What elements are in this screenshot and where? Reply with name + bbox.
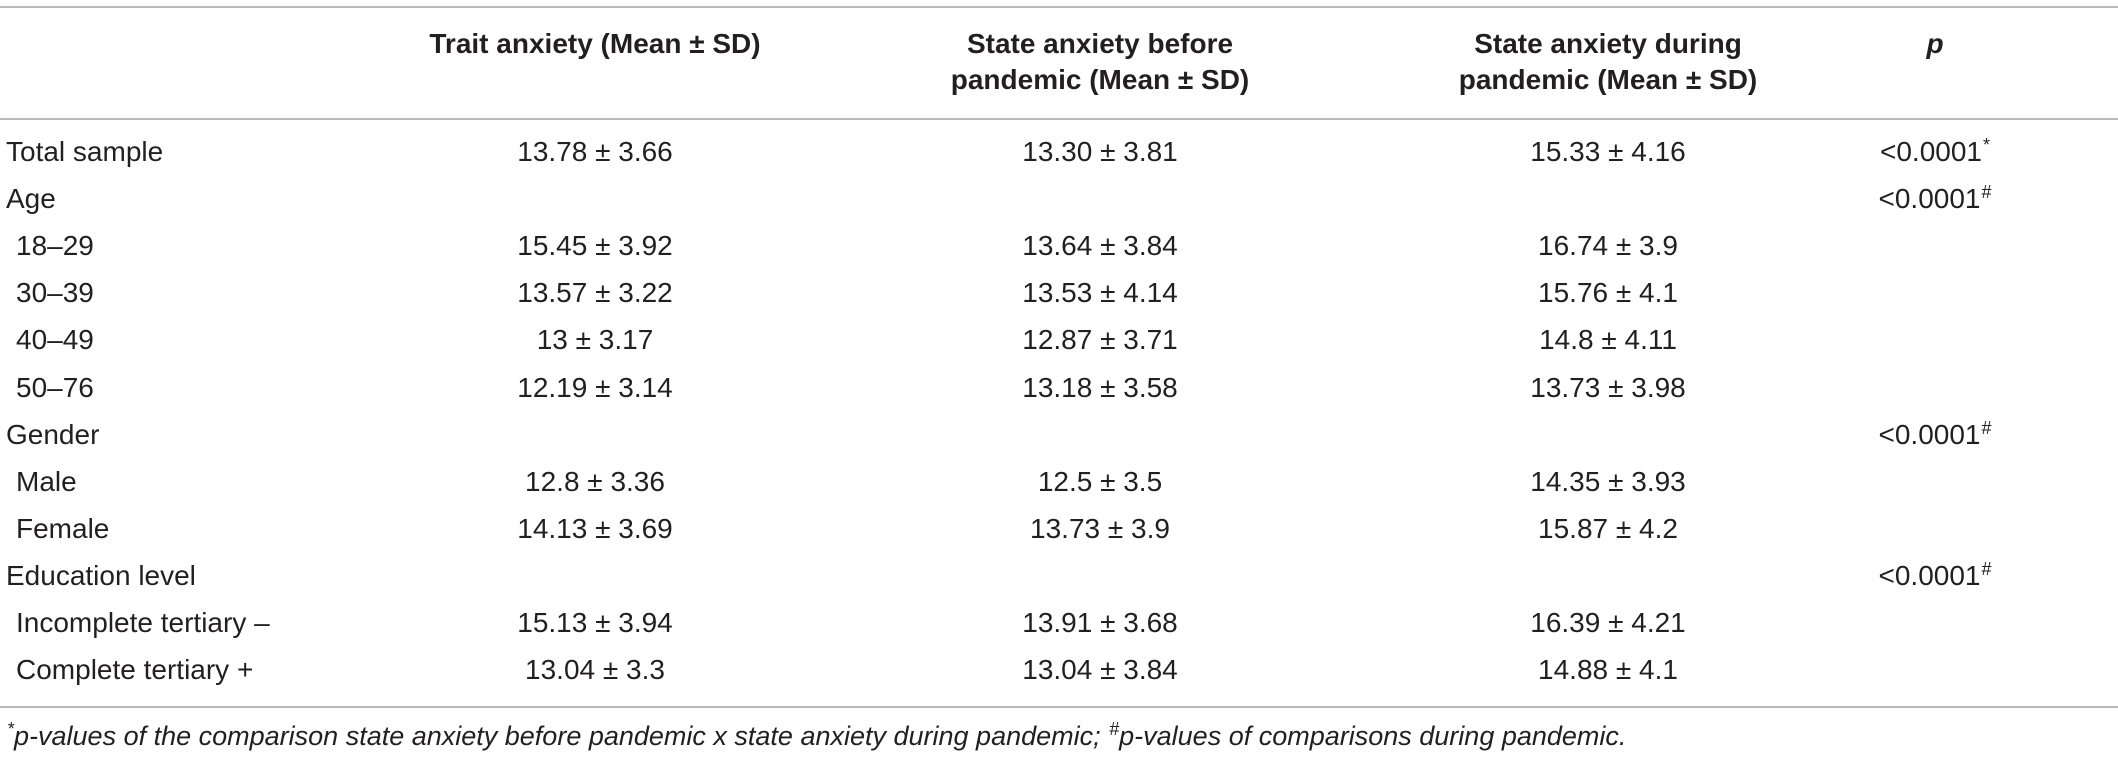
footnote-text-1: p-values of the comparison state anxiety… [14, 721, 1109, 751]
cell-trait-anxiety: 12.19 ± 3.14 [517, 371, 673, 403]
table-row: Complete tertiary + 13.04 ± 3.3 13.04 ± 3.… [0, 646, 2118, 693]
cell-state-during: 13.73 ± 3.98 [1530, 371, 1686, 403]
table-row: Incomplete tertiary – 15.13 ± 3.94 13.91 ±… [0, 599, 2118, 646]
header-before-line-2: pandemic (Mean ± SD) [950, 64, 1250, 95]
table-row: 40–49 13 ± 3.17 12.87 ± 3.71 14.8 ± 4.11 [0, 316, 2118, 363]
header-trait-line-1: Trait anxiety (Mean ± SD) [429, 28, 761, 59]
cell-state-during: 14.8 ± 4.11 [1539, 324, 1677, 356]
header-state-before: State anxiety before pandemic (Mean ± SD… [900, 26, 1300, 98]
header-rule [0, 118, 2118, 120]
cell-trait-anxiety: 13.78 ± 3.66 [517, 136, 673, 167]
cell-trait-anxiety: 15.13 ± 3.94 [517, 607, 673, 638]
row-label: Age [6, 183, 56, 215]
table-row: 30–39 13.57 ± 3.22 13.53 ± 4.14 15.76 ± 4.1 [0, 269, 2118, 316]
table-row: Female 14.13 ± 3.69 13.73 ± 3.9 15.87 ± 4.2 [0, 505, 2118, 552]
table-bottom-rule [0, 706, 2118, 708]
table-row: Gender <0.0001# [0, 411, 2118, 458]
row-label: Female [16, 512, 110, 544]
row-label: Complete tertiary + [16, 654, 254, 686]
header-before-line-1: State anxiety before [966, 28, 1234, 59]
cell-state-during: 14.35 ± 3.93 [1530, 465, 1686, 497]
cell-trait-anxiety: 14.13 ± 3.69 [517, 512, 673, 544]
p-value-mark: * [1982, 135, 1990, 155]
table-row: Age <0.0001# [0, 175, 2118, 222]
table-row: 50–76 12.19 ± 3.14 13.18 ± 3.58 13.73 ± 3.9… [0, 364, 2118, 411]
cell-p-value [1870, 222, 2000, 273]
cell-state-before: 13.04 ± 3.84 [1022, 654, 1178, 686]
cell-p-value [1870, 269, 2000, 320]
cell-state-before: 13.53 ± 4.14 [1022, 277, 1178, 309]
cell-state-before: 13.91 ± 3.68 [1022, 607, 1178, 638]
cell-trait-anxiety: 13 ± 3.17 [536, 324, 654, 356]
cell-p-value [1870, 646, 2000, 697]
cell-p-value [1870, 505, 2000, 556]
p-value-mark: # [1981, 558, 1992, 579]
cell-state-before: 13.30 ± 3.81 [1022, 136, 1178, 167]
cell-trait-anxiety: 13.04 ± 3.3 [525, 654, 665, 686]
cell-trait-anxiety: 13.57 ± 3.22 [517, 277, 673, 309]
footnote-mark-asterisk: * [7, 719, 15, 739]
row-label: Incomplete tertiary – [16, 607, 270, 638]
footnote-text-2: p-values of comparisons during pandemic. [1119, 721, 1627, 751]
cell-p-value: <0.0001# [1870, 552, 2000, 603]
cell-state-before: 12.5 ± 3.5 [1037, 465, 1163, 497]
cell-p-value: <0.0001# [1870, 175, 2000, 226]
cell-state-during: 16.39 ± 4.21 [1530, 607, 1686, 638]
table-footnote: *p-values of the comparison state anxiet… [6, 718, 1626, 757]
header-trait-anxiety: Trait anxiety (Mean ± SD) [395, 26, 795, 62]
table-row: Education level <0.0001# [0, 552, 2118, 599]
cell-p-value [1870, 599, 2000, 650]
cell-state-before: 13.18 ± 3.58 [1022, 371, 1178, 403]
cell-state-before: 13.64 ± 3.84 [1022, 230, 1178, 262]
table-row: Male 12.8 ± 3.36 12.5 ± 3.5 14.35 ± 3.93 [0, 458, 2118, 505]
cell-state-during: 14.88 ± 4.1 [1538, 654, 1678, 686]
cell-state-during: 15.33 ± 4.16 [1530, 136, 1686, 167]
p-value-text: <0.0001 [1879, 136, 1982, 167]
table-top-rule [0, 6, 2118, 8]
p-value-text: <0.0001 [1878, 418, 1981, 450]
row-label: Male [16, 465, 77, 497]
header-state-during: State anxiety during pandemic (Mean ± SD… [1408, 26, 1808, 98]
cell-trait-anxiety: 15.45 ± 3.92 [517, 230, 673, 262]
cell-p-value: <0.0001# [1870, 411, 2000, 462]
cell-state-before: 12.87 ± 3.71 [1022, 324, 1178, 356]
table-row: 18–29 15.45 ± 3.92 13.64 ± 3.84 16.74 ± 3.9 [0, 222, 2118, 269]
cell-state-during: 16.74 ± 3.9 [1538, 230, 1678, 262]
cell-p-value [1870, 316, 2000, 367]
p-value-text: <0.0001 [1878, 183, 1981, 215]
row-label: 18–29 [16, 230, 94, 262]
cell-trait-anxiety: 12.8 ± 3.36 [525, 465, 665, 497]
cell-p-value: <0.0001* [1870, 128, 2000, 179]
cell-p-value [1870, 458, 2000, 509]
header-during-line-1: State anxiety during [1474, 28, 1742, 59]
p-value-mark: # [1981, 182, 1992, 203]
p-value-text: <0.0001 [1878, 559, 1981, 591]
row-label: 40–49 [16, 324, 94, 356]
row-label: Gender [6, 418, 100, 450]
header-p-value: p [1885, 26, 1985, 62]
row-label: Total sample [6, 136, 164, 167]
table-row: Total sample 13.78 ± 3.66 13.30 ± 3.81 15.3… [0, 128, 2118, 175]
cell-state-before: 13.73 ± 3.9 [1030, 512, 1170, 544]
cell-p-value [1870, 364, 2000, 415]
row-label: 30–39 [16, 277, 94, 309]
cell-state-during: 15.76 ± 4.1 [1538, 277, 1678, 309]
p-value-mark: # [1981, 417, 1992, 438]
row-label: 50–76 [16, 371, 94, 403]
row-label: Education level [6, 559, 196, 591]
footnote-mark-hash: # [1109, 719, 1120, 739]
header-p-label: p [1926, 28, 1944, 59]
header-during-line-2: pandemic (Mean ± SD) [1458, 64, 1758, 95]
cell-state-during: 15.87 ± 4.2 [1538, 512, 1678, 544]
